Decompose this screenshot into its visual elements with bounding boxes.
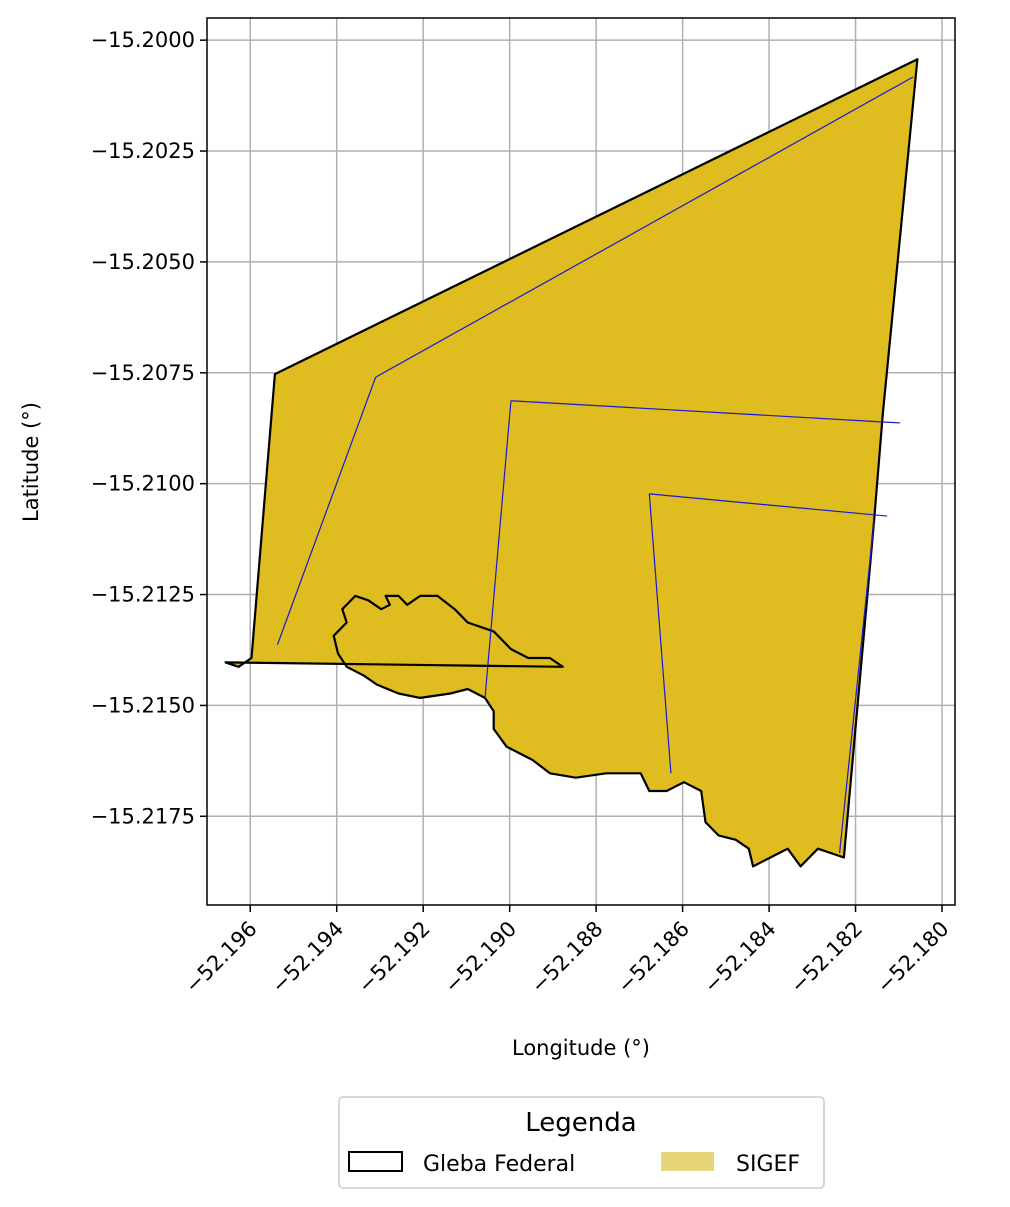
legend-label-sigef: SIGEF bbox=[736, 1152, 800, 1177]
x-axis-ticks: −52.196 −52.194 −52.192 −52.190 −52.188 −52.1… bbox=[180, 905, 954, 998]
sigef-parcel-line bbox=[276, 377, 377, 645]
legend-title: Legenda bbox=[525, 1108, 636, 1138]
y-tick-label: −15.2175 bbox=[91, 804, 195, 828]
x-tick-label: −52.196 bbox=[180, 917, 261, 998]
x-tick-label: −52.184 bbox=[699, 917, 780, 998]
x-tick-label: −52.188 bbox=[526, 917, 607, 998]
y-tick-label: −15.2075 bbox=[91, 361, 195, 385]
x-tick-label: −52.186 bbox=[613, 917, 694, 998]
y-tick-label: −15.2000 bbox=[91, 28, 195, 52]
sigef-parcel-boundaries bbox=[276, 76, 914, 854]
legend: Legenda Gleba Federal SIGEF bbox=[338, 1096, 825, 1189]
gleba-federal-polygon bbox=[224, 58, 919, 868]
sigef-parcel-line bbox=[649, 493, 888, 517]
plot-frame bbox=[206, 17, 956, 906]
y-tick-label: −15.2150 bbox=[91, 693, 195, 717]
x-tick-label: −52.192 bbox=[353, 917, 434, 998]
sigef-parcel-line bbox=[648, 493, 672, 774]
y-tick-label: −15.2125 bbox=[91, 583, 195, 607]
sigef-parcel-line bbox=[838, 520, 875, 854]
legend-label-gleba: Gleba Federal bbox=[423, 1152, 575, 1177]
y-tick-label: −15.2025 bbox=[91, 139, 195, 163]
y-axis-label: Latitude (°) bbox=[19, 402, 43, 522]
x-axis-label: Longitude (°) bbox=[512, 1036, 650, 1060]
y-axis-ticks: −15.2000 −15.2025 −15.2050 −15.2075 −15.2100… bbox=[91, 28, 207, 828]
y-tick-label: −15.2100 bbox=[91, 472, 195, 496]
x-tick-label: −52.190 bbox=[440, 917, 521, 998]
x-tick-label: −52.182 bbox=[786, 917, 867, 998]
legend-swatch-sigef bbox=[661, 1152, 714, 1171]
x-tick-label: −52.180 bbox=[872, 917, 953, 998]
sigef-parcel-line bbox=[484, 400, 512, 698]
legend-swatch-gleba bbox=[348, 1151, 403, 1172]
sigef-parcel-line bbox=[510, 400, 901, 424]
y-tick-label: −15.2050 bbox=[91, 250, 195, 274]
x-tick-label: −52.194 bbox=[267, 917, 348, 998]
sigef-parcel-line bbox=[375, 76, 914, 378]
